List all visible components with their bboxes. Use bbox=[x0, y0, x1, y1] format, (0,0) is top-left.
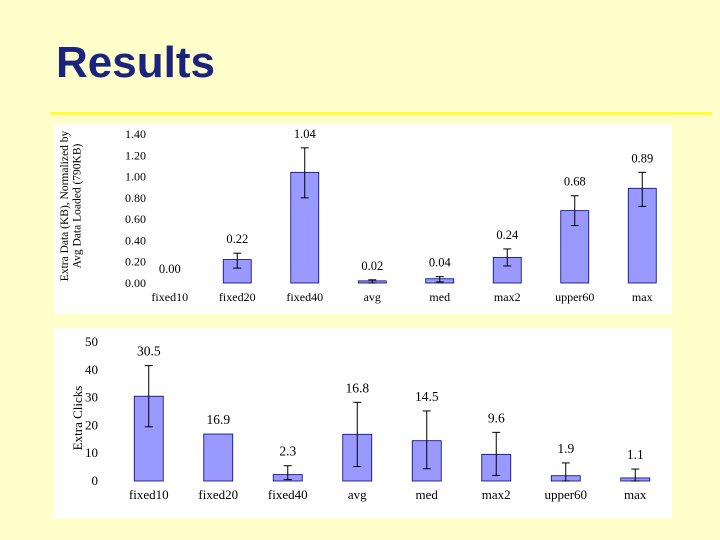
top-ytick-label: 0.00 bbox=[125, 276, 146, 290]
chart-extra-clicks-svg: 0 10 20 30 40 50 Extra Clicks 30.5 fixed10 16.9 fi… bbox=[70, 334, 651, 502]
chart-extra-data: 0.00 0.20 0.40 0.60 0.80 1.00 1.20 1.40 Extra Da… bbox=[54, 124, 672, 314]
top-category-label: med bbox=[429, 290, 450, 304]
bottom-y-axis-title-line: Extra Clicks bbox=[70, 386, 85, 451]
bottom-category-label: med bbox=[416, 487, 439, 502]
top-category-label: max bbox=[632, 290, 653, 304]
title-underline bbox=[50, 112, 712, 115]
top-bar-max bbox=[627, 187, 657, 284]
top-value-label: 1.04 bbox=[294, 127, 317, 141]
top-ytick-label: 0.20 bbox=[125, 255, 146, 269]
bottom-category-label: max2 bbox=[482, 487, 511, 502]
top-value-label: 0.22 bbox=[226, 232, 248, 246]
top-ytick-label: 1.40 bbox=[125, 127, 146, 141]
bottom-category-label: max bbox=[624, 487, 647, 502]
chart-extra-clicks: 0 10 20 30 40 50 Extra Clicks 30.5 fixed10 16.9 fi… bbox=[54, 328, 672, 518]
top-value-label: 0.68 bbox=[564, 175, 586, 189]
top-category-label: avg bbox=[364, 290, 381, 304]
bottom-ytick-label: 0 bbox=[92, 473, 99, 488]
bottom-value-label: 1.9 bbox=[557, 441, 574, 456]
top-value-label: 0.89 bbox=[631, 151, 653, 165]
bottom-ytick-label: 30 bbox=[85, 390, 98, 405]
bottom-value-label: 2.3 bbox=[279, 444, 296, 459]
bottom-category-label: fixed40 bbox=[268, 487, 308, 502]
top-ytick-label: 1.20 bbox=[125, 148, 146, 162]
top-value-label: 0.00 bbox=[159, 262, 181, 276]
top-value-label: 0.02 bbox=[361, 259, 383, 273]
top-ytick-label: 1.00 bbox=[125, 170, 146, 184]
top-category-label: max2 bbox=[494, 290, 521, 304]
bottom-ytick-label: 10 bbox=[85, 445, 98, 460]
chart-extra-data-svg: 0.00 0.20 0.40 0.60 0.80 1.00 1.20 1.40 Extra Da… bbox=[59, 127, 657, 304]
bottom-ytick-label: 20 bbox=[85, 417, 98, 432]
top-ytick-label: 0.60 bbox=[125, 212, 146, 226]
bottom-bar-fixed20 bbox=[203, 433, 234, 482]
bottom-category-label: fixed20 bbox=[198, 487, 238, 502]
bottom-value-label: 16.9 bbox=[206, 412, 230, 427]
top-category-label: fixed40 bbox=[286, 290, 323, 304]
bottom-value-label: 1.1 bbox=[627, 447, 644, 462]
bottom-value-label: 30.5 bbox=[137, 344, 161, 359]
bottom-value-label: 14.5 bbox=[415, 389, 439, 404]
top-bar-max2 bbox=[492, 257, 522, 284]
top-category-label: fixed20 bbox=[219, 290, 256, 304]
slide-title: Results bbox=[56, 38, 215, 87]
bottom-category-label: upper60 bbox=[544, 487, 587, 502]
bottom-category-label: fixed10 bbox=[129, 487, 169, 502]
top-ytick-label: 0.40 bbox=[125, 233, 146, 247]
bottom-category-label: avg bbox=[348, 487, 367, 502]
top-category-label: fixed10 bbox=[151, 290, 188, 304]
top-ytick-label: 0.80 bbox=[125, 191, 146, 205]
top-y-axis-title-line: Extra Data (KB), Normalized by bbox=[59, 131, 71, 282]
top-value-label: 0.04 bbox=[429, 256, 452, 270]
bottom-y-axis-title: Extra Clicks bbox=[70, 386, 85, 451]
top-value-label: 0.24 bbox=[496, 228, 519, 242]
bottom-ytick-label: 50 bbox=[85, 334, 98, 349]
bottom-value-label: 9.6 bbox=[488, 410, 505, 425]
bottom-value-label: 16.8 bbox=[345, 380, 369, 395]
top-y-axis-title-line: Avg Data Loaded (790KB) bbox=[72, 144, 84, 269]
top-category-label: upper60 bbox=[555, 290, 594, 304]
top-y-axis-title: Extra Data (KB), Normalized byAvg Data L… bbox=[59, 131, 84, 282]
bottom-ytick-label: 40 bbox=[85, 362, 98, 377]
